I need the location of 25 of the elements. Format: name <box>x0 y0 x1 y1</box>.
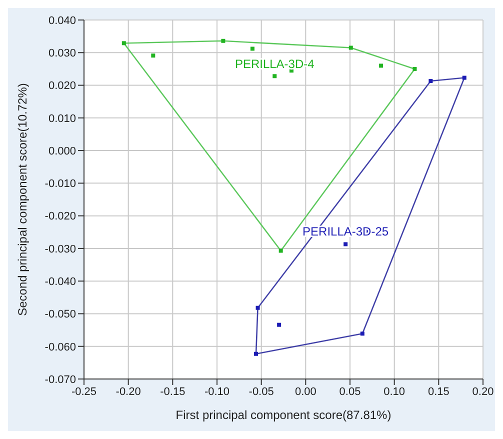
y-tick-label: -0.070 <box>44 374 76 386</box>
x-tick-label: 0.10 <box>384 386 406 398</box>
y-axis-title: Second principal component score(10.72%) <box>15 83 30 316</box>
y-tick-label: 0.040 <box>48 14 76 27</box>
x-tick-label: 0.05 <box>339 386 361 398</box>
x-tick-label: 0.20 <box>472 386 494 398</box>
x-tick-label: 0.00 <box>294 386 316 398</box>
series-label: PERILLA-3D-4 <box>234 56 315 71</box>
x-tick-label: -0.20 <box>116 386 141 398</box>
x-tick-label: -0.10 <box>204 386 230 398</box>
y-tick-label: -0.050 <box>44 308 76 321</box>
y-tick-label: 0.030 <box>48 48 76 60</box>
y-tick-label: 0.020 <box>48 80 76 92</box>
y-tick-label: -0.030 <box>44 243 76 256</box>
y-tick-label: -0.040 <box>44 276 76 288</box>
y-tick-label: -0.060 <box>44 341 76 354</box>
x-tick-label: -0.25 <box>71 386 97 398</box>
x-axis-title: First principal component score(87.81%) <box>176 408 392 422</box>
x-tick-label: -0.15 <box>160 386 186 398</box>
y-tick-label: -0.020 <box>44 210 76 223</box>
x-tick-label: 0.15 <box>428 386 450 398</box>
x-tick-label: -0.05 <box>248 386 274 398</box>
y-tick-label: -0.010 <box>44 178 76 190</box>
y-tick-label: 0.010 <box>48 112 76 125</box>
y-tick-label: 0.000 <box>48 145 76 158</box>
